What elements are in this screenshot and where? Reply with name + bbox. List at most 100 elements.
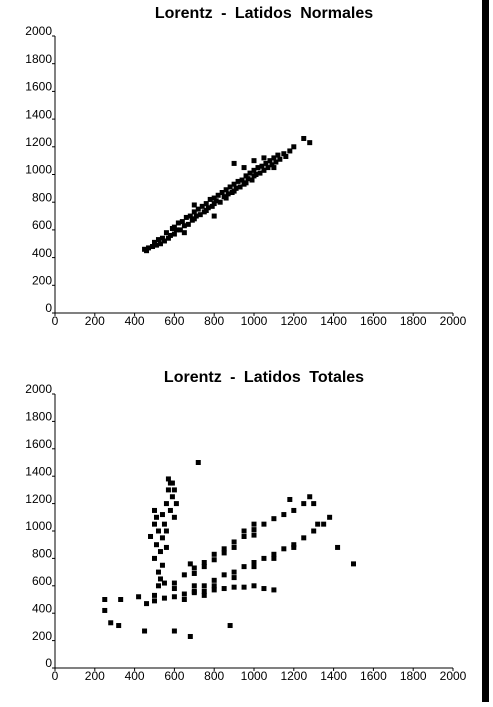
point [171, 580, 177, 586]
point [108, 620, 114, 626]
y-tick-label: 400 [32, 246, 52, 260]
point [275, 152, 281, 158]
point [235, 178, 241, 184]
point [221, 586, 227, 592]
point [315, 521, 321, 527]
point [291, 144, 297, 150]
point [201, 560, 207, 566]
point [211, 551, 217, 557]
y-tick-label: 1800 [25, 410, 52, 424]
point [273, 159, 279, 165]
chart-title: Lorentz - Latidos Totales [164, 369, 364, 386]
point [175, 220, 181, 226]
y-tick-label: 1600 [25, 80, 52, 94]
point [231, 575, 237, 581]
point [219, 190, 225, 196]
point [142, 628, 148, 634]
point [221, 546, 227, 552]
point [163, 501, 169, 507]
point [193, 213, 199, 219]
point [287, 496, 293, 502]
point [205, 205, 211, 211]
x-tick-label: 0 [52, 314, 59, 328]
point [179, 219, 185, 225]
point [153, 542, 159, 548]
point [152, 239, 157, 245]
point [291, 507, 297, 513]
point [201, 564, 207, 570]
point [203, 201, 209, 207]
x-tick-label: 800 [204, 669, 224, 683]
point [155, 237, 161, 243]
point [281, 151, 287, 157]
point [181, 591, 187, 597]
point [225, 191, 231, 197]
point [251, 564, 257, 570]
point [116, 623, 122, 629]
point [265, 165, 271, 171]
point [251, 527, 257, 533]
point [239, 177, 245, 183]
x-tick-label: 1600 [360, 314, 387, 328]
point [187, 213, 193, 219]
y-tick-label: 1200 [25, 135, 52, 149]
point [203, 208, 209, 214]
y-tick-label: 1000 [25, 519, 52, 533]
point [181, 597, 187, 602]
y-tick-label: 0 [45, 656, 52, 670]
x-tick-label: 1200 [280, 314, 307, 328]
point [251, 158, 257, 164]
point [211, 195, 217, 201]
point [165, 235, 171, 241]
x-tick-label: 800 [204, 314, 224, 328]
point [231, 544, 237, 550]
point [201, 592, 207, 598]
point [211, 583, 217, 589]
point [261, 586, 267, 592]
y-tick-label: 600 [32, 218, 52, 232]
x-tick-label: 2000 [440, 314, 467, 328]
point [231, 181, 237, 187]
point [301, 535, 307, 541]
x-tick-label: 0 [52, 669, 59, 683]
y-tick-label: 600 [32, 574, 52, 588]
point [281, 546, 287, 552]
x-tick-label: 200 [85, 314, 105, 328]
point [261, 521, 267, 527]
point [169, 480, 175, 486]
point [241, 533, 247, 539]
point [165, 487, 171, 493]
point [171, 224, 177, 230]
point [195, 206, 201, 212]
point [171, 586, 177, 592]
point [185, 221, 191, 227]
y-tick-label: 800 [32, 190, 52, 204]
point [261, 555, 267, 561]
point [159, 562, 165, 568]
point [321, 521, 327, 527]
point [187, 633, 193, 639]
point [191, 202, 197, 208]
point [211, 577, 217, 583]
y-tick-label: 200 [32, 629, 52, 643]
point [152, 521, 157, 527]
point [153, 514, 159, 520]
point [243, 180, 249, 186]
point [245, 176, 251, 182]
point [155, 569, 161, 575]
point [171, 628, 177, 634]
point [167, 232, 173, 238]
point [153, 242, 159, 248]
point [281, 512, 287, 518]
point [291, 542, 297, 548]
point [144, 248, 150, 254]
point [195, 460, 201, 465]
point [201, 588, 207, 594]
point [261, 155, 267, 161]
point [215, 192, 221, 198]
point [211, 557, 217, 563]
point [187, 561, 193, 567]
point [152, 507, 157, 513]
point [102, 597, 108, 602]
point [271, 555, 277, 561]
